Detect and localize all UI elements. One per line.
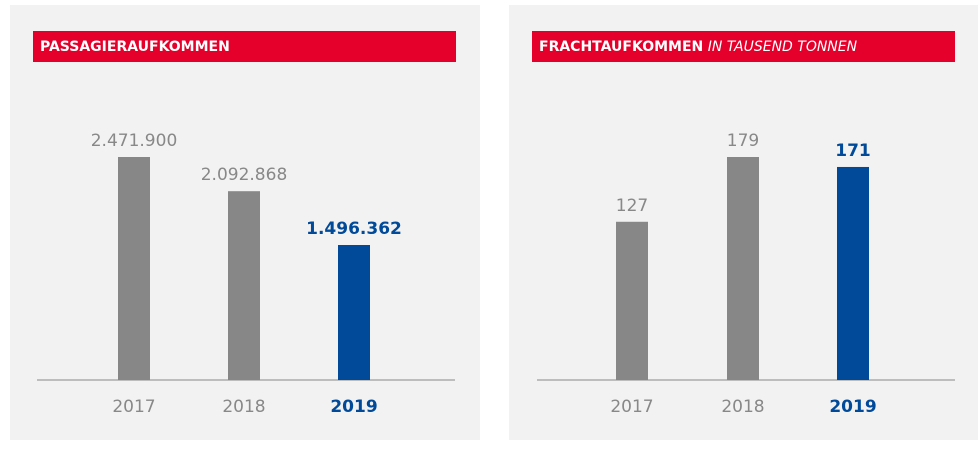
x-tick-label: 2019	[829, 397, 876, 417]
data-label: 179	[727, 131, 759, 151]
bar	[228, 191, 260, 380]
data-label: 2.471.900	[91, 131, 178, 151]
chart-title: PASSAGIERAUFKOMMEN	[40, 39, 230, 55]
x-tick-label: 2017	[112, 397, 155, 417]
header-bar	[33, 31, 456, 62]
bar	[616, 221, 648, 380]
x-tick-label: 2017	[610, 397, 653, 417]
x-tick-label: 2018	[721, 397, 764, 417]
data-label: 1.496.362	[306, 219, 402, 239]
header-bar	[532, 31, 955, 62]
x-tick-label: 2019	[330, 397, 377, 417]
title-main: FRACHTAUFKOMMEN	[539, 39, 703, 55]
bar	[727, 157, 759, 380]
subtitle: IN TAUSEND TONNEN	[708, 39, 858, 55]
data-label: 2.092.868	[201, 165, 288, 185]
x-tick-label: 2018	[222, 397, 265, 417]
bar	[118, 157, 150, 380]
bar	[837, 166, 869, 380]
data-label: 171	[835, 141, 871, 161]
bar	[338, 245, 370, 380]
data-label: 127	[616, 196, 648, 216]
chart-title: FRACHTAUFKOMMEN IN TAUSEND TONNEN	[539, 39, 858, 55]
